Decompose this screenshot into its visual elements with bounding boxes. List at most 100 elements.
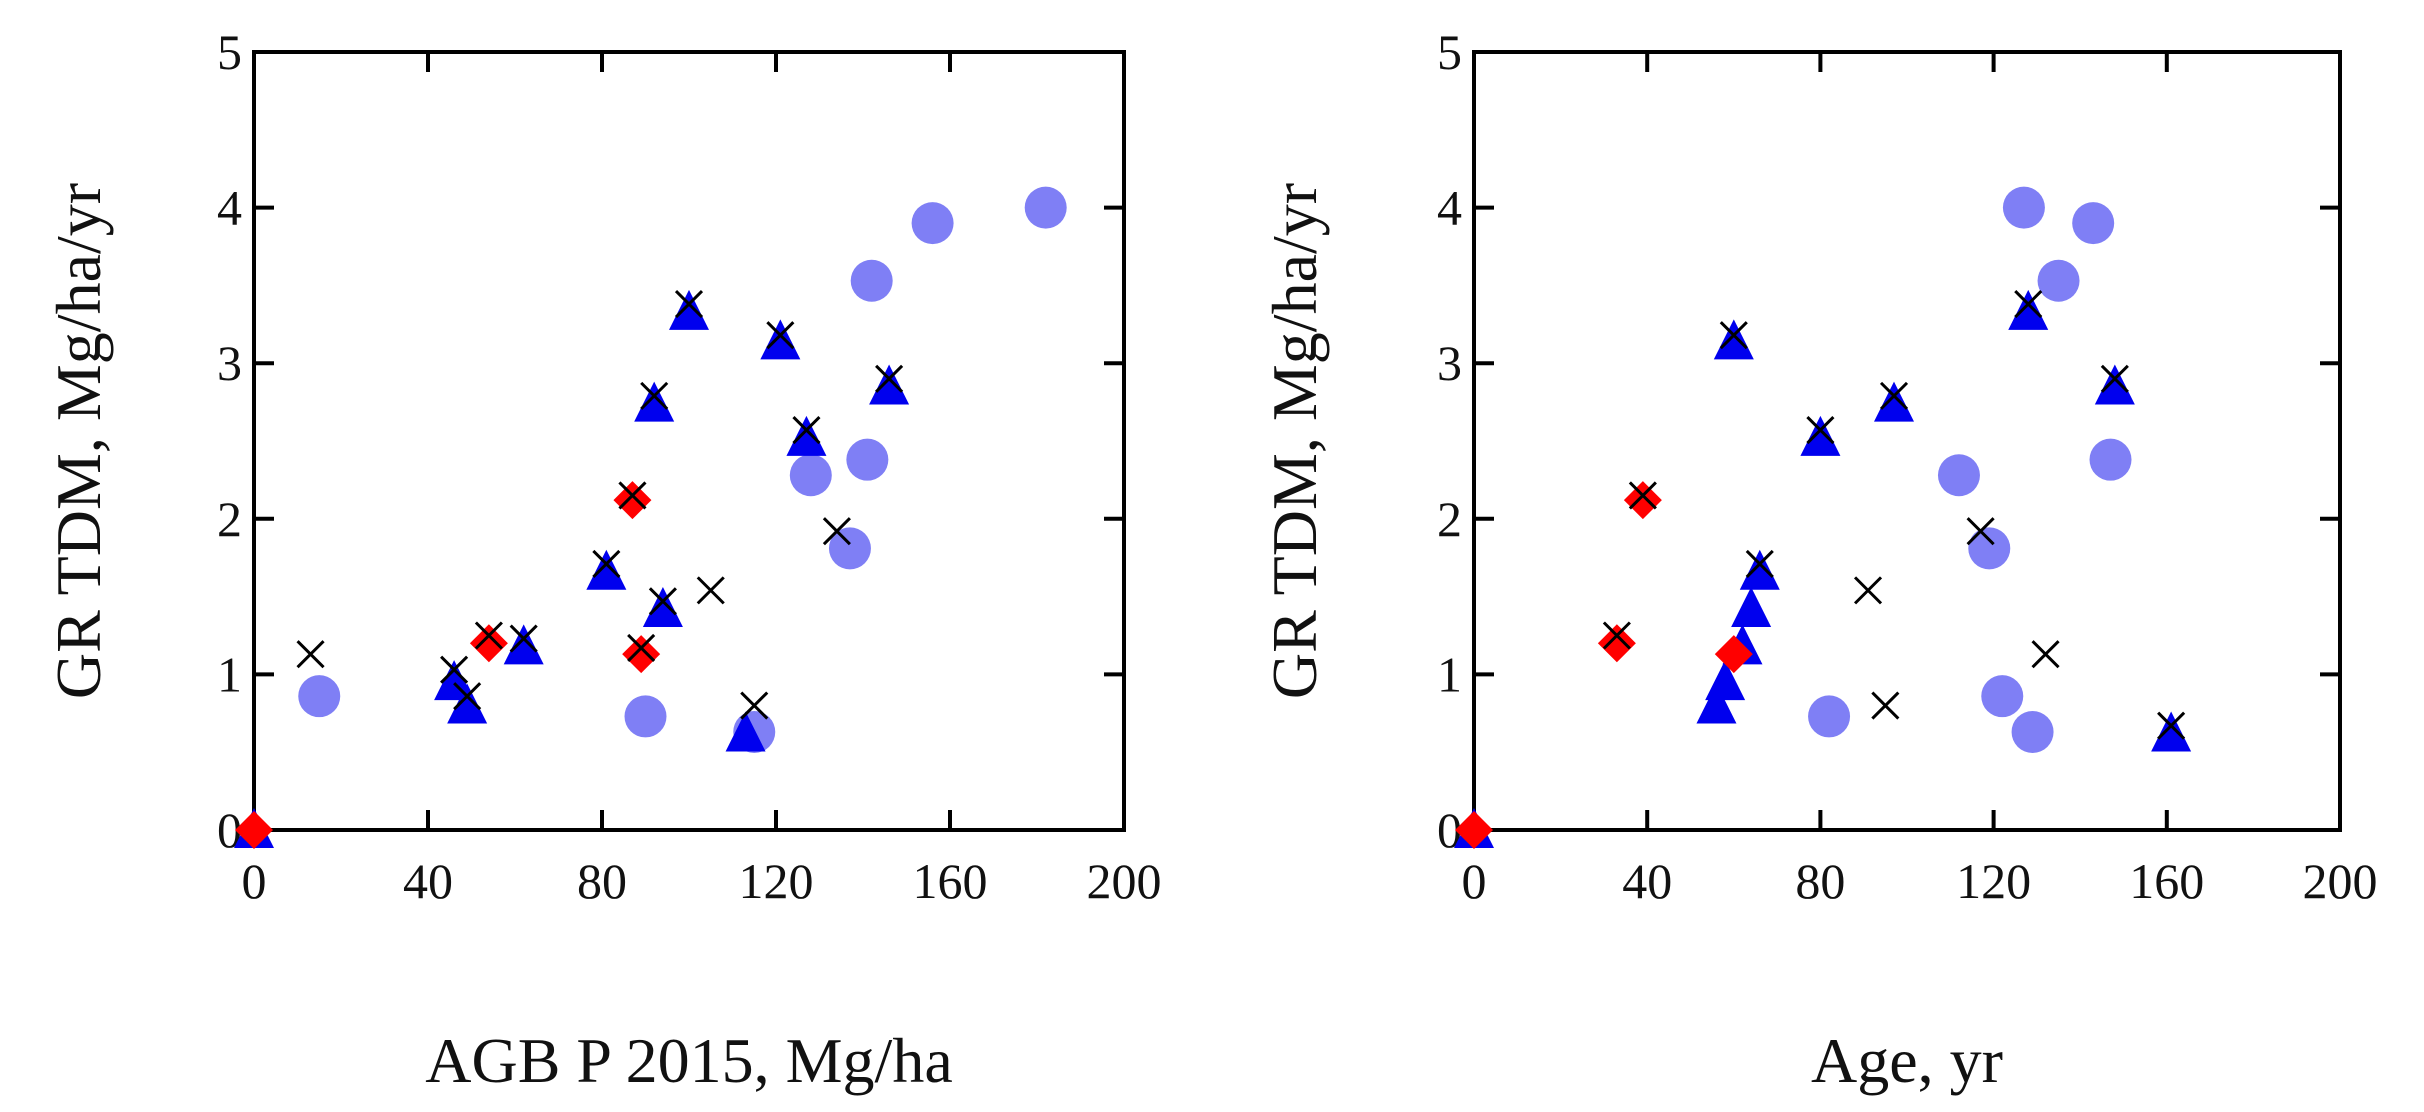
point-cross xyxy=(1966,517,1995,546)
point-cross xyxy=(2031,640,2060,669)
point-triangle xyxy=(869,364,910,405)
point-cross xyxy=(2014,290,2043,319)
point-diamond xyxy=(469,624,508,663)
point-circle xyxy=(1937,454,1980,497)
point-cross xyxy=(1745,549,1774,578)
axis-ticks xyxy=(252,50,1126,832)
x-tick-label: 80 xyxy=(1795,853,1845,909)
x-tick-labels: 0 40 80 120 160 200 xyxy=(242,853,1162,909)
point-triangle xyxy=(725,711,766,752)
point-cross xyxy=(875,364,904,393)
point-cross xyxy=(1602,621,1631,650)
point-cross xyxy=(822,517,851,546)
point-circle xyxy=(298,675,341,718)
y-tick-label: 1 xyxy=(217,646,242,702)
point-circle xyxy=(789,454,832,497)
x-tick-label: 200 xyxy=(1087,853,1162,909)
point-triangle xyxy=(1800,415,1841,456)
point-circle xyxy=(624,695,667,738)
point-cross xyxy=(740,691,769,720)
point-triangle xyxy=(1713,319,1754,360)
point-triangle xyxy=(1696,683,1737,724)
point-triangle xyxy=(1739,549,1780,590)
point-diamond xyxy=(622,635,661,674)
point-cross xyxy=(453,682,482,711)
point-cross xyxy=(674,290,704,319)
point-diamond xyxy=(1455,811,1493,849)
point-circle xyxy=(2089,438,2132,481)
point-circle xyxy=(1968,527,2011,570)
y-tick-label: 1 xyxy=(1437,646,1462,702)
point-circle xyxy=(2037,259,2080,302)
point-cross xyxy=(2157,711,2186,740)
y-axis-label: GR TDM, Mg/ha/yr xyxy=(43,183,114,699)
point-cross xyxy=(640,381,669,410)
point-triangle xyxy=(760,319,801,360)
y-tick-label: 4 xyxy=(217,180,242,236)
point-circle xyxy=(1808,695,1851,738)
point-triangle xyxy=(2008,289,2049,330)
point-cross xyxy=(2100,364,2129,393)
plot-frame xyxy=(1472,50,2342,832)
point-cross xyxy=(696,576,725,605)
x-tick-label: 200 xyxy=(2303,853,2378,909)
point-circle xyxy=(911,202,954,245)
x-tick-label: 40 xyxy=(403,853,453,909)
y-tick-label: 3 xyxy=(1437,335,1462,391)
point-circle xyxy=(1981,675,2024,718)
data-points xyxy=(234,186,1067,849)
point-triangle xyxy=(786,415,827,456)
x-tick-label: 160 xyxy=(2129,853,2204,909)
point-triangle xyxy=(642,587,683,628)
point-cross xyxy=(1628,481,1657,510)
point-cross xyxy=(1879,381,1909,410)
x-axis-label: AGB P 2015, Mg/ha xyxy=(425,1025,952,1096)
point-cross xyxy=(509,624,538,653)
point-triangle xyxy=(1874,381,1915,422)
point-diamond xyxy=(235,811,273,849)
point-cross xyxy=(592,549,621,578)
y-axis-label: GR TDM, Mg/ha/yr xyxy=(1259,183,1330,699)
point-cross xyxy=(440,655,469,684)
point-circle xyxy=(846,438,889,481)
point-triangle xyxy=(447,683,488,724)
point-cross xyxy=(1871,691,1900,720)
point-triangle xyxy=(2151,711,2192,752)
point-circle xyxy=(2072,202,2115,245)
point-circle xyxy=(850,259,893,302)
plot-frame xyxy=(252,50,1126,832)
point-diamond xyxy=(613,481,652,520)
point-cross xyxy=(627,633,656,663)
point-cross xyxy=(1719,321,1748,350)
point-cross xyxy=(296,640,325,669)
point-triangle xyxy=(2094,364,2135,405)
x-tick-label: 0 xyxy=(1462,853,1487,909)
point-triangle xyxy=(634,381,675,422)
point-diamond xyxy=(1597,624,1636,663)
point-triangle xyxy=(1705,660,1746,701)
data-points xyxy=(1454,186,2192,849)
x-tick-label: 120 xyxy=(739,853,814,909)
axis-ticks xyxy=(1472,50,2342,832)
point-cross xyxy=(648,587,677,616)
point-circle xyxy=(2011,710,2054,753)
x-tick-label: 0 xyxy=(242,853,267,909)
point-triangle xyxy=(503,624,544,665)
point-diamond xyxy=(1623,481,1662,520)
point-diamond xyxy=(1714,635,1753,674)
point-cross xyxy=(618,481,647,510)
x-tick-label: 120 xyxy=(1956,853,2031,909)
point-cross xyxy=(766,321,795,350)
chart-age: 0 40 80 120 160 200 0 1 2 3 4 5 Age, yr GR TDM, Mg… xyxy=(1259,24,2378,1096)
point-triangle xyxy=(586,549,627,590)
y-tick-label: 3 xyxy=(217,335,242,391)
y-tick-label: 5 xyxy=(217,24,242,80)
point-cross xyxy=(474,621,503,650)
x-tick-labels: 0 40 80 120 160 200 xyxy=(1462,853,2378,909)
point-circle xyxy=(1024,186,1067,229)
x-tick-label: 160 xyxy=(913,853,988,909)
point-cross xyxy=(1853,576,1883,605)
y-tick-label: 2 xyxy=(217,491,242,547)
